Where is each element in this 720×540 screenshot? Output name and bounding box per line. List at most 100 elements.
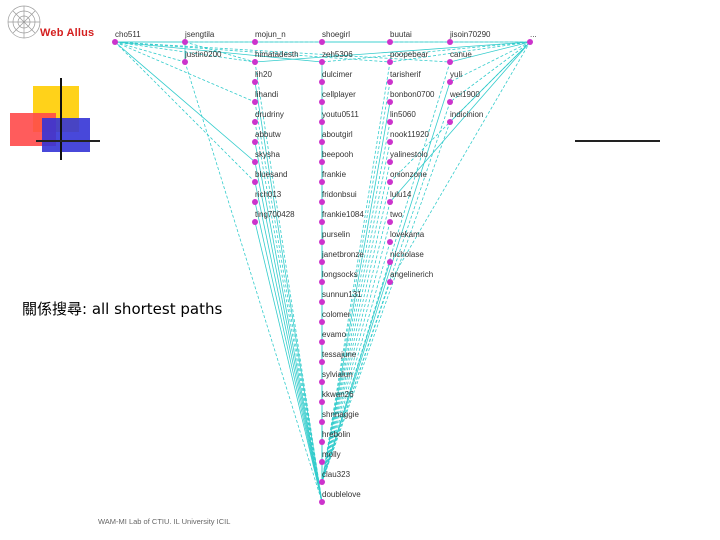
graph-node-tarisherif[interactable] bbox=[387, 79, 393, 85]
graph-node-label: zeh5306 bbox=[322, 50, 353, 59]
graph-node-zeh5306[interactable] bbox=[319, 59, 325, 65]
graph-node-longsocks[interactable] bbox=[319, 279, 325, 285]
graph-node-shnnaggie[interactable] bbox=[319, 419, 325, 425]
graph-node-molly[interactable] bbox=[319, 459, 325, 465]
graph-node-yuli[interactable] bbox=[447, 79, 453, 85]
graph-node-hrebolin[interactable] bbox=[319, 439, 325, 445]
graph-node-label: rich013 bbox=[255, 190, 282, 199]
graph-node-right-node[interactable] bbox=[527, 39, 533, 45]
graph-edge bbox=[184, 41, 256, 63]
graph-node-poopebear[interactable] bbox=[387, 59, 393, 65]
graph-node-cho511[interactable] bbox=[112, 39, 118, 45]
graph-node-youtu0511[interactable] bbox=[319, 119, 325, 125]
graph-node-label: canue bbox=[450, 50, 472, 59]
graph-node-label: lin5060 bbox=[390, 110, 416, 119]
graph-node-buutai[interactable] bbox=[387, 39, 393, 45]
graph-node-evamo[interactable] bbox=[319, 339, 325, 345]
shortest-path-graph: cho511 jsengtila mojun_n shoegirl buutai jiso… bbox=[112, 30, 537, 505]
graph-node-kkwan26[interactable] bbox=[319, 399, 325, 405]
graph-node-dulcimer[interactable] bbox=[319, 79, 325, 85]
graph-node-bonbon0700[interactable] bbox=[387, 99, 393, 105]
graph-node-doublelove[interactable] bbox=[319, 499, 325, 505]
graph-node-beepooh[interactable] bbox=[319, 159, 325, 165]
graph-node-rich013[interactable] bbox=[252, 199, 258, 205]
graph-edge bbox=[389, 41, 531, 183]
graph-node-nook11920[interactable] bbox=[387, 139, 393, 145]
graph-node-jsengtila[interactable] bbox=[182, 39, 188, 45]
graph-edge bbox=[321, 101, 391, 483]
graph-node-ting700428[interactable] bbox=[252, 219, 258, 225]
graph-node-sylvialun[interactable] bbox=[319, 379, 325, 385]
graph-node-label: nook11920 bbox=[390, 130, 430, 139]
graph-node-shoegirl[interactable] bbox=[319, 39, 325, 45]
graph-node-clau323[interactable] bbox=[319, 479, 325, 485]
graph-node-indicinion[interactable] bbox=[447, 119, 453, 125]
graph-node-lihandi[interactable] bbox=[252, 99, 258, 105]
graph-node-label: colomer bbox=[322, 310, 351, 319]
graph-node-frankie[interactable] bbox=[319, 179, 325, 185]
graph-node-justin0200[interactable] bbox=[182, 59, 188, 65]
slide-caption: 關係搜尋: all shortest paths bbox=[22, 300, 223, 318]
decor-vertical-line bbox=[60, 78, 62, 160]
graph-edge bbox=[321, 101, 451, 483]
graph-edge bbox=[254, 221, 323, 503]
graph-node-lovekama[interactable] bbox=[387, 239, 393, 245]
graph-node-label: angelinerich bbox=[390, 270, 433, 279]
graph-edge bbox=[114, 41, 391, 63]
graph-edge bbox=[254, 201, 323, 503]
graph-node-lih20[interactable] bbox=[252, 79, 258, 85]
graph-edge bbox=[321, 181, 391, 483]
graph-node-label: yuli bbox=[450, 70, 462, 79]
graph-node-wei1900[interactable] bbox=[447, 99, 453, 105]
graph-node-label: onionzone bbox=[390, 170, 427, 179]
graph-edge bbox=[321, 161, 391, 483]
graph-node-label: fridonbsui bbox=[322, 190, 357, 199]
graph-node-label: jsengtila bbox=[184, 30, 215, 39]
graph-edge bbox=[114, 41, 256, 163]
graph-node-label: ting700428 bbox=[255, 210, 295, 219]
graph-node-canue[interactable] bbox=[447, 59, 453, 65]
graph-node-abbutw[interactable] bbox=[252, 139, 258, 145]
graph-node-fridonbsui[interactable] bbox=[319, 199, 325, 205]
graph-node-skysha[interactable] bbox=[252, 159, 258, 165]
graph-edge bbox=[389, 41, 531, 63]
graph-node-purselin[interactable] bbox=[319, 239, 325, 245]
graph-node-label: dulcimer bbox=[322, 70, 353, 79]
graph-node-aboutgirl[interactable] bbox=[319, 139, 325, 145]
graph-edge bbox=[321, 81, 391, 483]
graph-node-colomer[interactable] bbox=[319, 319, 325, 325]
graph-node-bluesand[interactable] bbox=[252, 179, 258, 185]
graph-node-label: cho511 bbox=[115, 30, 141, 39]
graph-node-label: purselin bbox=[322, 230, 350, 239]
graph-node-lin5060[interactable] bbox=[387, 119, 393, 125]
graph-node-label: yalinestolo bbox=[390, 150, 428, 159]
graph-node-onionzone[interactable] bbox=[387, 179, 393, 185]
logo-text: Web Allus bbox=[40, 27, 95, 39]
graph-node-frankie1084[interactable] bbox=[319, 219, 325, 225]
graph-node-cellplayer[interactable] bbox=[319, 99, 325, 105]
graph-node-himatadesth[interactable] bbox=[252, 59, 258, 65]
graph-edge bbox=[114, 41, 256, 183]
graph-node-label: himatadesth bbox=[255, 50, 299, 59]
graph-node-sunnun131[interactable] bbox=[319, 299, 325, 305]
graph-node-lulu14[interactable] bbox=[387, 199, 393, 205]
graph-node-mojun_n[interactable] bbox=[252, 39, 258, 45]
graph-node-tessajune[interactable] bbox=[319, 359, 325, 365]
graph-node-drudriny[interactable] bbox=[252, 119, 258, 125]
graph-node-two[interactable] bbox=[387, 219, 393, 225]
graph-node-yalinestolo[interactable] bbox=[387, 159, 393, 165]
graph-node-label: janetbronze bbox=[321, 250, 364, 259]
graph-node-nicholase[interactable] bbox=[387, 259, 393, 265]
graph-edge bbox=[254, 61, 323, 503]
graph-node-janetbronze[interactable] bbox=[319, 259, 325, 265]
graph-node-label: lih20 bbox=[255, 70, 272, 79]
graph-node-label: nicholase bbox=[390, 250, 424, 259]
graph-node-jisoin70290[interactable] bbox=[447, 39, 453, 45]
graph-node-angelinerich[interactable] bbox=[387, 279, 393, 285]
graph-edge bbox=[321, 81, 451, 483]
graph-edge bbox=[254, 181, 323, 503]
graph-edge bbox=[254, 41, 531, 63]
graph-node-label: cellplayer bbox=[322, 90, 356, 99]
graph-edge bbox=[254, 161, 323, 503]
